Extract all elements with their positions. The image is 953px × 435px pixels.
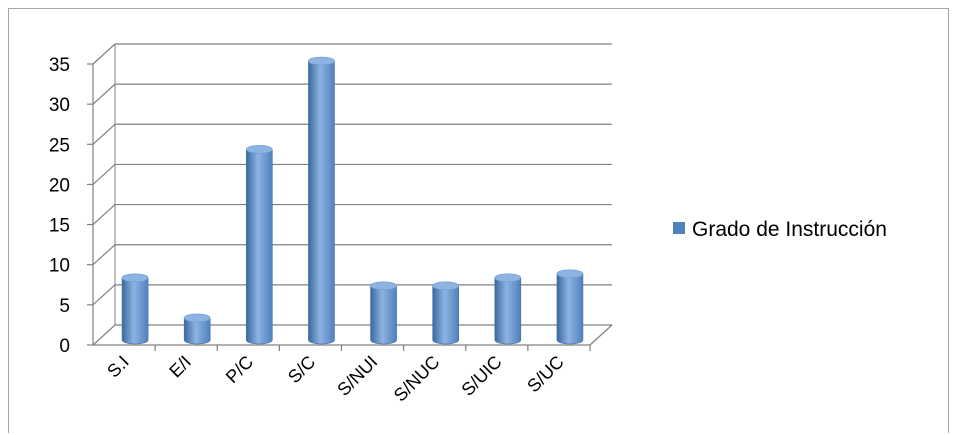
bar (494, 277, 522, 345)
bar-top (121, 273, 149, 283)
gridline (92, 43, 612, 65)
bar (432, 285, 459, 345)
floor-edge (93, 324, 613, 346)
x-category-label: S/UIC (458, 352, 506, 400)
y-tick-label: 35 (49, 55, 70, 76)
gridline (92, 284, 612, 306)
y-tick-label: 15 (49, 216, 70, 237)
bars (121, 56, 584, 345)
bar-top (556, 269, 584, 279)
bar (121, 277, 149, 345)
bar-top (432, 281, 459, 291)
bar (556, 273, 584, 345)
bar (308, 60, 335, 345)
y-tick-label: 30 (49, 95, 70, 116)
x-category-label: E/I (165, 352, 195, 382)
gridline (92, 123, 612, 145)
x-category-label: S/NUC (390, 352, 444, 406)
x-category-label: S/C (284, 352, 319, 387)
y-tick-label: 0 (59, 336, 70, 357)
gridline (92, 324, 612, 346)
bar (183, 317, 211, 345)
bar (246, 149, 273, 345)
y-tick-label: 10 (49, 256, 70, 277)
y-tick-label: 20 (49, 175, 70, 196)
gridline (92, 83, 612, 105)
gridline (92, 163, 612, 185)
gridline (92, 203, 612, 226)
bar-top (370, 281, 397, 291)
bar-top (246, 145, 273, 154)
gridline (92, 244, 612, 266)
bar-top (308, 56, 335, 66)
y-tick-label: 5 (59, 296, 70, 317)
bar-top (494, 273, 522, 283)
x-axis-labels: S.I E/I P/C S/C S/NUI S/NUC S/UIC S/UC (103, 345, 591, 406)
y-axis: 0 5 10 15 20 25 30 35 (49, 55, 94, 357)
chart-frame (8, 8, 949, 433)
legend-swatch (673, 222, 685, 234)
x-category-label: S/NUI (333, 352, 381, 400)
x-category-label: S.I (103, 352, 133, 382)
legend-label: Grado de Instrucción (692, 218, 887, 241)
y-tick-label: 25 (49, 135, 70, 156)
x-category-label: P/C (222, 352, 257, 387)
x-category-label: S/UC (523, 352, 568, 397)
gridlines (92, 43, 613, 346)
legend: Grado de Instrucción (673, 218, 887, 241)
bar-top (183, 313, 211, 323)
bar (370, 285, 397, 345)
